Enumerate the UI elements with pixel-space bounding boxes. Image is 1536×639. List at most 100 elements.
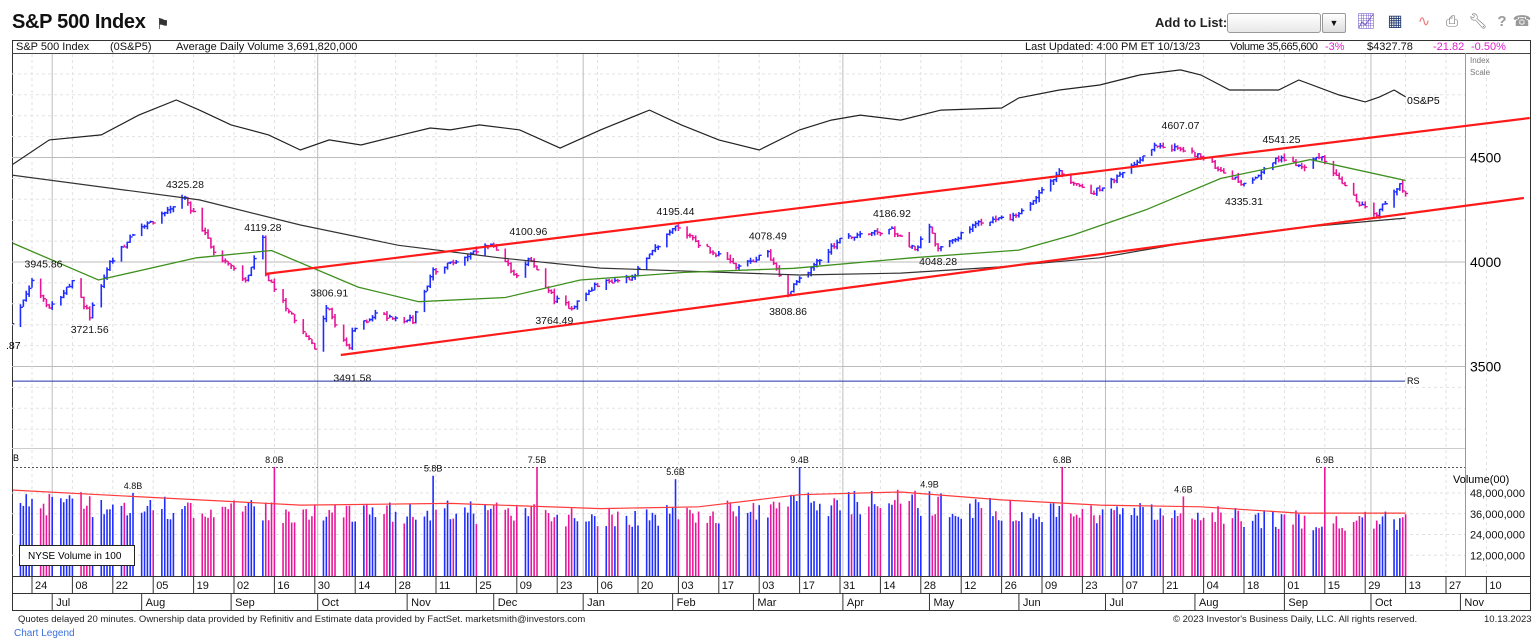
week-tick-label: 14: [883, 580, 895, 592]
week-tick-label: 17: [722, 580, 734, 592]
week-tick-label: 24: [35, 580, 47, 592]
volume-peak-label: 8.0B: [265, 455, 284, 465]
week-tick-label: 19: [197, 580, 209, 592]
info-last-updated: Last Updated: 4:00 PM ET 10/13/23: [1025, 41, 1200, 53]
week-tick-label: 08: [75, 580, 87, 592]
week-tick-label: 05: [156, 580, 168, 592]
price-annotation: 4607.07: [1162, 120, 1200, 132]
month-label: Feb: [677, 597, 696, 609]
price-tick-label: 3500: [1470, 359, 1501, 375]
month-label: Jan: [587, 597, 605, 609]
volume-legend-text: NYSE Volume in 100: [28, 551, 122, 562]
week-tick-label: 26: [1005, 580, 1017, 592]
info-volume-change: -3%: [1325, 41, 1345, 53]
week-tick-label: 21: [1166, 580, 1178, 592]
week-tick-label: 17: [803, 580, 815, 592]
info-price: $4327.78: [1367, 41, 1413, 53]
price-tick-label: 4000: [1470, 254, 1501, 270]
volume-peak-label: 5.8B: [424, 464, 443, 474]
month-label: Oct: [1375, 597, 1392, 609]
month-label: Jul: [56, 597, 70, 609]
add-to-list-label: Add to List:: [1155, 15, 1228, 30]
week-tick-label: 29: [1368, 580, 1380, 592]
info-volume: Volume 35,665,600: [1230, 41, 1318, 53]
month-label: Aug: [1199, 597, 1219, 609]
channel-upper-line: [265, 116, 1530, 275]
channel-lower-line: [340, 196, 1525, 357]
help-icon[interactable]: ?: [1497, 13, 1507, 30]
volume-tick-label: 12,000,000: [1470, 550, 1525, 562]
month-label: Jun: [1023, 597, 1041, 609]
clipped-volume-label: B: [13, 453, 19, 463]
week-tick-label: 03: [681, 580, 693, 592]
volume-tick-label: 48,000,000: [1470, 488, 1525, 500]
info-change: -21.82: [1433, 41, 1464, 53]
week-tick-label: 03: [762, 580, 774, 592]
add-to-list-select[interactable]: [1227, 13, 1321, 33]
layout-grid-icon[interactable]: ▦: [1387, 13, 1403, 30]
week-tick-label: 13: [1409, 580, 1421, 592]
dropdown-arrow-button[interactable]: ▼: [1322, 13, 1346, 33]
volume-tick-label: 24,000,000: [1470, 530, 1525, 542]
info-symbol: (0S&P5): [110, 41, 152, 53]
price-annotation: 3491.58: [333, 372, 371, 384]
price-annotation: 4335.31: [1225, 196, 1263, 208]
price-annotation: 4195.44: [657, 206, 695, 218]
week-tick-label: 18: [1247, 580, 1259, 592]
volume-peak-label: 4.9B: [920, 479, 939, 489]
week-tick-label: 14: [358, 580, 370, 592]
month-label: Jul: [1109, 597, 1123, 609]
month-label: Apr: [847, 597, 864, 609]
rs-line: [13, 69, 1406, 165]
volume-legend-box: [19, 545, 135, 566]
volume-peak-label: 7.5B: [528, 455, 547, 465]
month-label: Aug: [146, 597, 166, 609]
volume-peak-label: 4.8B: [124, 481, 143, 491]
wrench-settings-icon[interactable]: 🔧︎: [1468, 13, 1488, 30]
price-annotation: 4048.28: [919, 256, 957, 268]
chart-type-icon[interactable]: 📈︎: [1356, 13, 1376, 30]
footer-copyright: © 2023 Investor's Business Daily, LLC. A…: [1173, 614, 1418, 625]
week-tick-label: 31: [843, 580, 855, 592]
week-tick-label: 12: [964, 580, 976, 592]
week-tick-label: 23: [560, 580, 572, 592]
flag-icon[interactable]: ⚑: [156, 16, 170, 33]
volume-axis-title: Volume(00): [1453, 474, 1509, 486]
price-annotation: 4186.92: [873, 208, 911, 220]
footer-date: 10.13.2023: [1484, 614, 1532, 625]
phone-icon[interactable]: ☎: [1512, 13, 1532, 30]
chart-line-icon[interactable]: ∿: [1417, 13, 1431, 30]
volume-peak-label: 9.4B: [790, 455, 809, 465]
price-annotation: 3808.86: [769, 306, 807, 318]
week-tick-label: 02: [237, 580, 249, 592]
rs-baseline-label: RS: [1407, 376, 1420, 386]
week-tick-label: 11: [439, 580, 450, 592]
volume-peak-label: 6.8B: [1053, 455, 1072, 465]
month-label: Dec: [498, 597, 518, 609]
week-tick-label: 09: [1045, 580, 1057, 592]
price-annotation: 3806.91: [310, 287, 348, 299]
clipped-price-label: .87: [6, 340, 21, 352]
month-label: May: [933, 597, 954, 609]
price-annotation: 4541.25: [1263, 134, 1301, 146]
price-annotation: 4119.28: [244, 222, 281, 234]
month-label: Nov: [1464, 597, 1484, 609]
info-name: S&P 500 Index: [16, 41, 90, 53]
price-annotation: 4100.96: [509, 226, 547, 238]
month-label: Sep: [1288, 597, 1308, 609]
week-tick-label: 22: [116, 580, 128, 592]
week-tick-label: 20: [641, 580, 653, 592]
month-label: Oct: [322, 597, 339, 609]
price-annotation: 3945.86: [25, 258, 63, 270]
index-scale-label-1: Index: [1470, 56, 1490, 65]
week-tick-label: 09: [520, 580, 532, 592]
volume-average-line: [13, 489, 1406, 514]
week-tick-label: 23: [1085, 580, 1097, 592]
print-icon[interactable]: ⎙: [1445, 13, 1458, 30]
volume-peak-label: 6.9B: [1316, 455, 1335, 465]
ma50-line: [13, 158, 1406, 303]
week-tick-label: 27: [1449, 580, 1461, 592]
footer-disclaimer: Quotes delayed 20 minutes. Ownership dat…: [18, 614, 586, 625]
price-tick-label: 4500: [1470, 150, 1501, 166]
